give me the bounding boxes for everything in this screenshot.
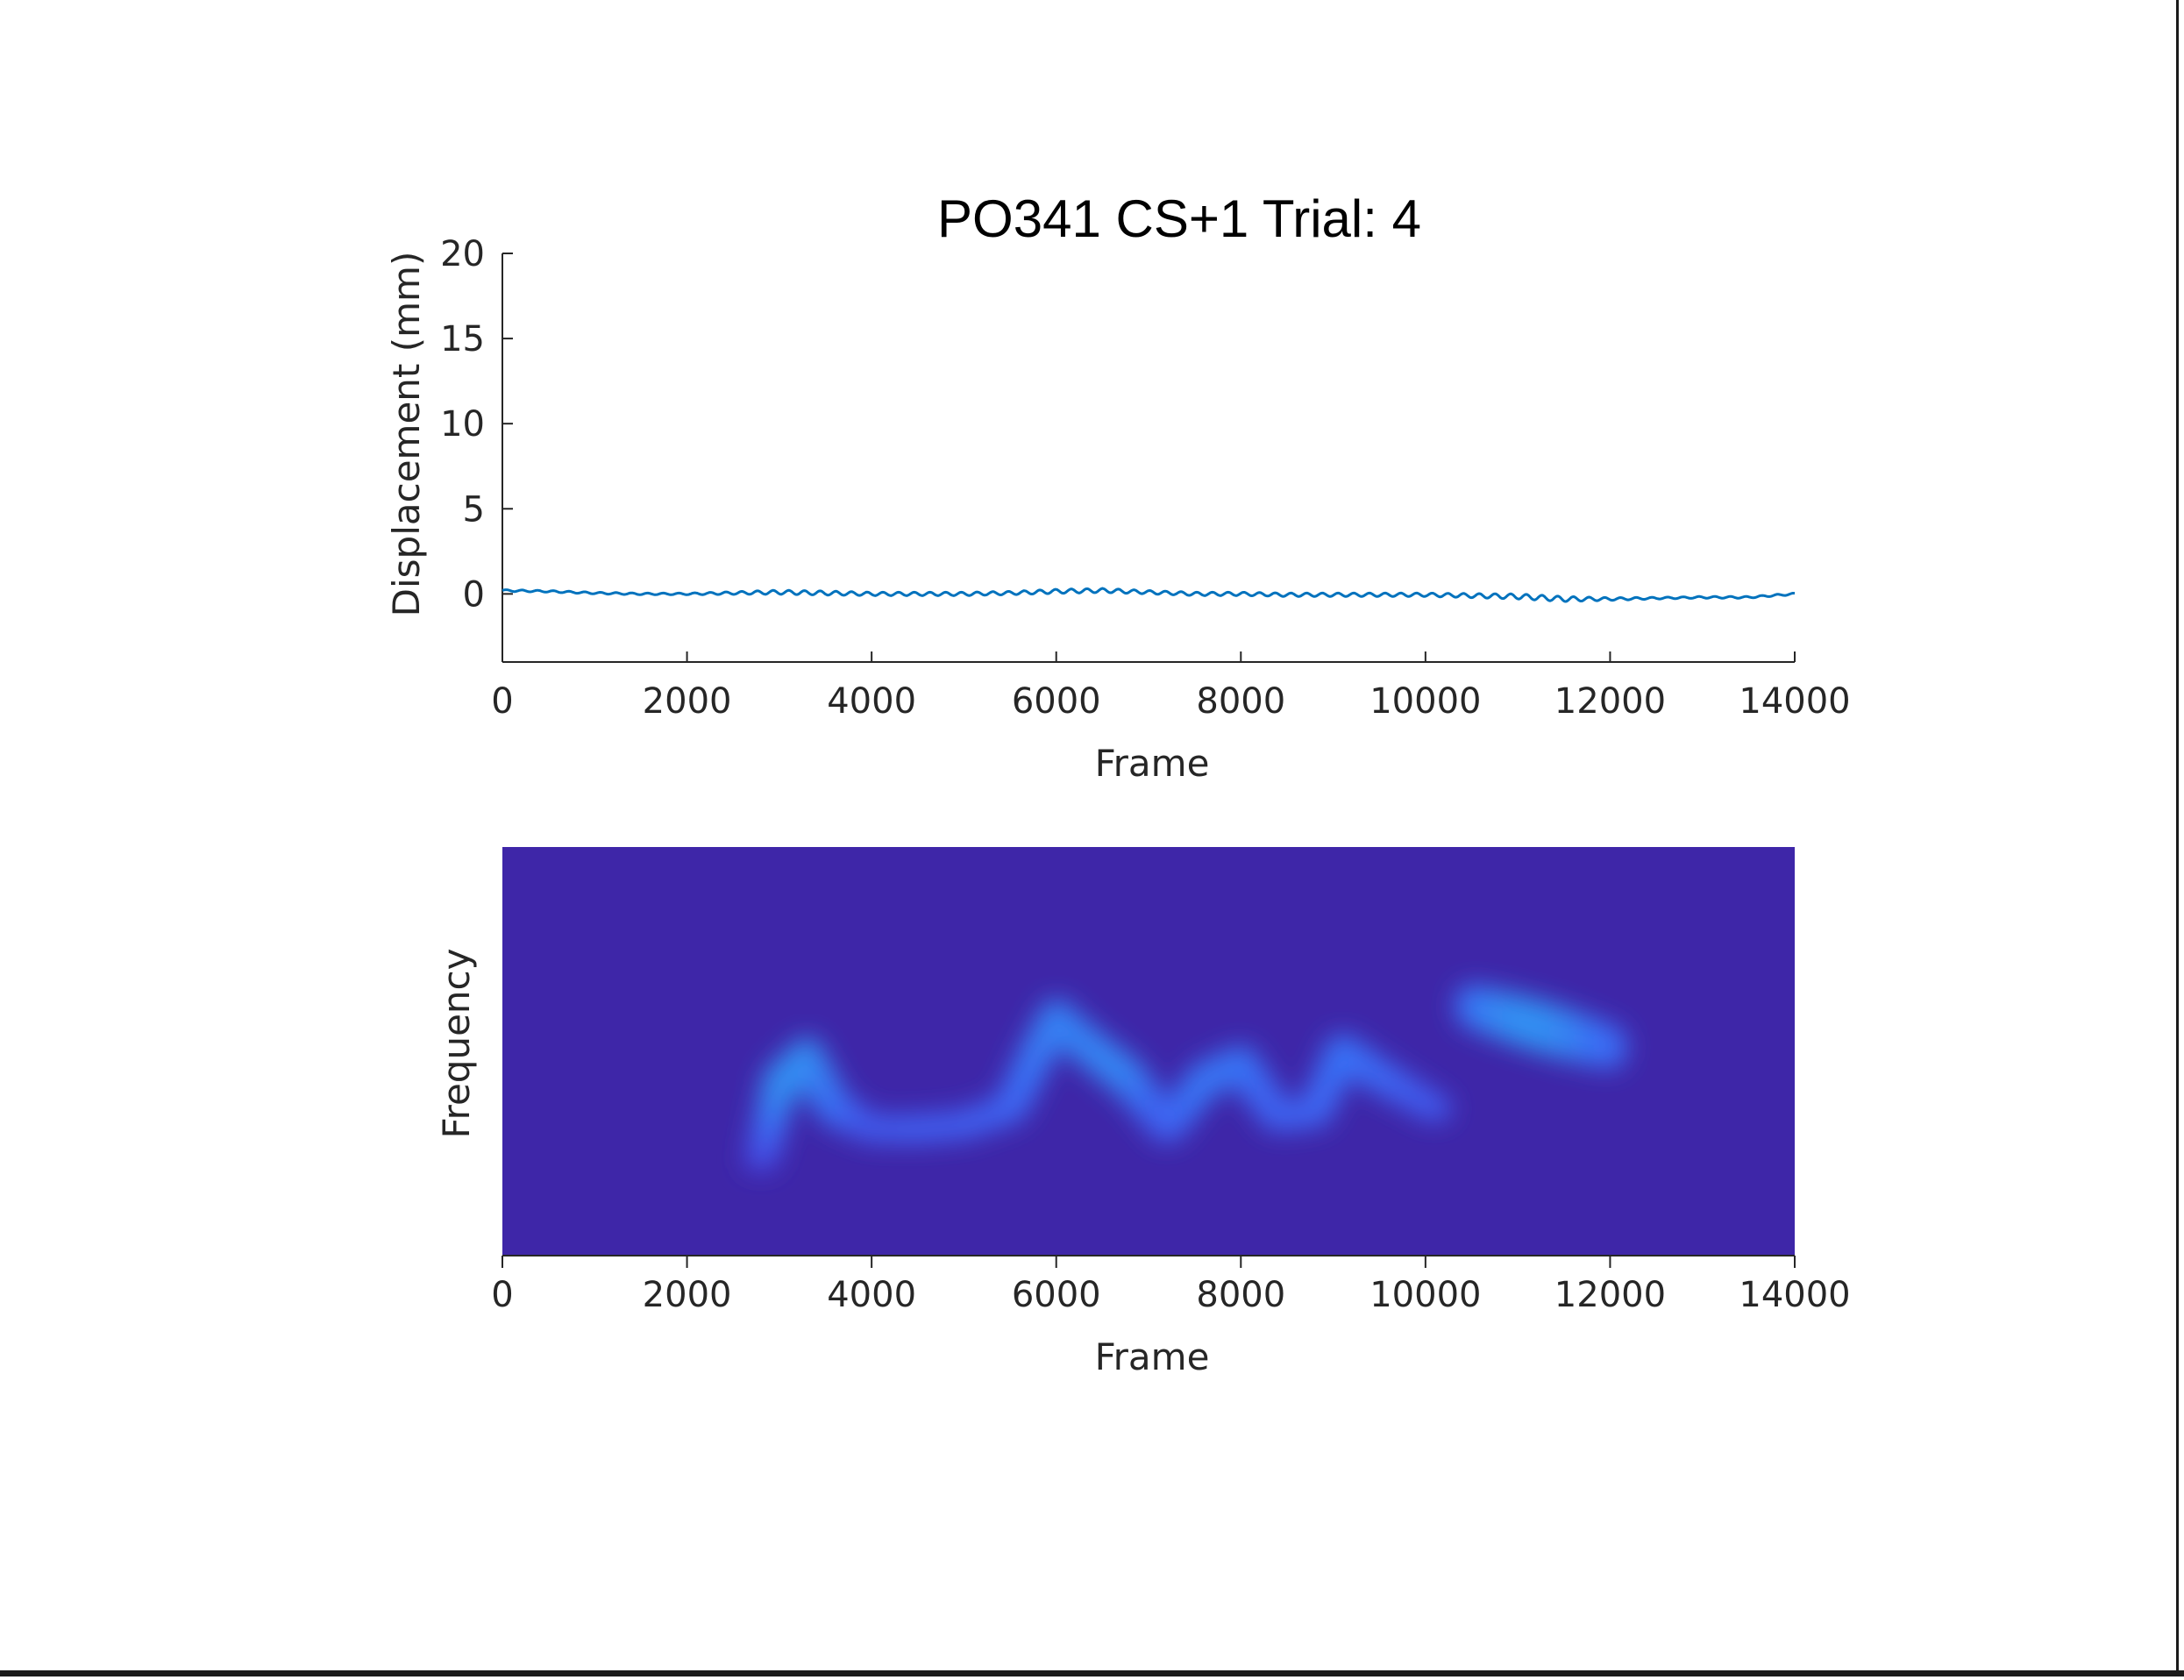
heatmap-intensity [743,984,1628,1172]
x-tick-label: 10000 [1369,681,1481,722]
window-frame-right [2176,0,2179,1676]
y-tick-label: 20 [440,234,485,274]
displacement-series-line [502,587,1796,603]
window-frame-bottom [0,1670,2184,1676]
x-tick-label: 2000 [643,681,732,722]
x-tick-label: 4000 [827,681,916,722]
heatmap-y-axis-label: Frequency [435,949,478,1139]
y-tick-label: 15 [440,319,485,359]
heatmap-cell [1417,1094,1453,1122]
displacement-y-axis-label: Displacement (mm) [385,252,428,617]
heatmap-x-ticks: 0 2000 4000 6000 8000 10000 12000 14000 [491,1256,1851,1315]
x-tick-label: 6000 [1012,1275,1101,1315]
x-tick-label: 8000 [1196,681,1285,722]
x-tick-label: 6000 [1012,681,1101,722]
x-tick-label: 2000 [643,1275,732,1315]
x-tick-label: 0 [491,1275,513,1315]
x-tick-label: 14000 [1739,1275,1850,1315]
y-tick-label: 5 [463,489,485,530]
displacement-plot: 0 2000 4000 6000 8000 10000 12000 14000 0 5 10 15 2… [385,234,1851,785]
heatmap-x-axis-label: Frame [1095,1335,1210,1378]
displacement-axes [502,253,1795,663]
x-tick-label: 10000 [1369,1275,1481,1315]
heatmap-cell [1592,1025,1628,1070]
y-tick-label: 10 [440,404,485,445]
x-tick-label: 8000 [1196,1275,1285,1315]
y-tick-label: 0 [463,574,485,615]
x-tick-label: 4000 [827,1275,916,1315]
x-tick-label: 12000 [1554,1275,1666,1315]
x-tick-label: 14000 [1739,681,1850,722]
displacement-y-ticks: 0 5 10 15 20 [440,234,513,615]
x-tick-label: 0 [491,681,513,722]
displacement-x-axis-label: Frame [1095,742,1210,785]
x-tick-label: 12000 [1554,681,1666,722]
chart-title: PO341 CS+1 Trial: 4 [937,189,1421,248]
frequency-heatmap: 0 2000 4000 6000 8000 10000 12000 14000 Frame F… [435,847,1851,1378]
displacement-x-ticks: 0 2000 4000 6000 8000 10000 12000 14000 [491,651,1851,722]
